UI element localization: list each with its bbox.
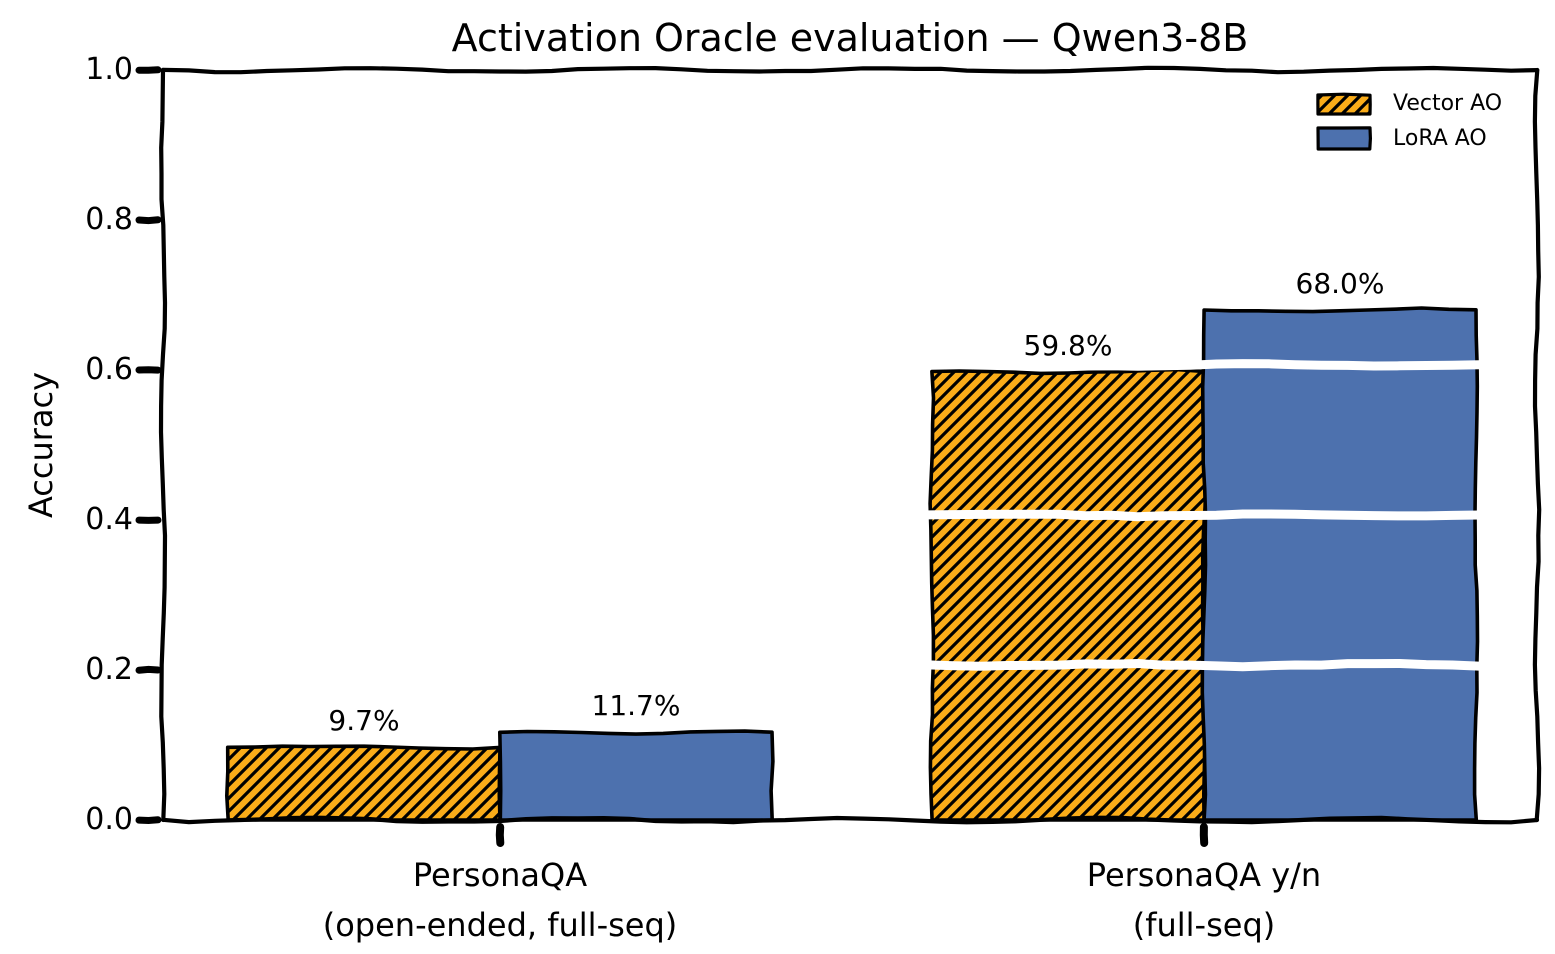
- y-tick-mark-0.8: [135, 216, 162, 225]
- y-tick-mark-0.0: [135, 816, 162, 825]
- bar-value-label: 9.7%: [328, 704, 400, 738]
- x-tick-line1: PersonaQA: [412, 856, 588, 894]
- chart-title: Activation Oracle evaluation — Qwen3-8B: [451, 16, 1249, 60]
- x-tick-label-personaqa: PersonaQA (open-ended, full-seq): [200, 850, 800, 950]
- spine-right: [1532, 67, 1542, 823]
- gridline-0.4: [167, 508, 1532, 522]
- y-axis-label: Accuracy: [22, 371, 60, 519]
- x-tick-line2: (open-ended, full-seq): [322, 906, 678, 944]
- legend-swatch-fill-1: [1318, 127, 1371, 149]
- bar-value-label: 68.0%: [1295, 267, 1385, 300]
- bar-value-label: 59.8%: [1023, 328, 1113, 362]
- gridline-0.2: [167, 658, 1532, 672]
- legend-label-lora-ao: LoRA AO: [1393, 126, 1487, 151]
- y-tick-label: 0.0: [85, 802, 133, 837]
- x-tick-line1: PersonaQA y/n: [1086, 856, 1322, 894]
- x-tick-line2: (full-seq): [1132, 906, 1276, 944]
- legend-swatch-outline-1: [1316, 126, 1372, 151]
- bar-hatch-0-1: [930, 369, 1206, 820]
- y-tick-label: 1.0: [85, 52, 133, 87]
- bar-outline-1-1: [1200, 306, 1480, 822]
- x-tick-mark-0: [495, 823, 505, 847]
- x-tick-label-personaqa-yn: PersonaQA y/n (full-seq): [904, 850, 1504, 950]
- y-tick-label: 0.6: [85, 352, 133, 387]
- bar-value-label: 11.7%: [591, 689, 681, 723]
- legend-swatch-hatch-0: [1317, 94, 1371, 114]
- spine-top: [160, 65, 1540, 75]
- gridline-0.6: [167, 358, 1532, 372]
- spine-left: [158, 67, 168, 823]
- gridline-0.8: [167, 208, 1531, 222]
- legend-label-vector-ao: Vector AO: [1393, 91, 1503, 116]
- y-tick-label: 0.2: [85, 652, 133, 687]
- y-tick-mark-0.2: [135, 665, 162, 674]
- legend-swatch-outline-0: [1316, 92, 1372, 116]
- bar-outline-1-0: [498, 729, 775, 822]
- bar-fill-1-1: [1202, 308, 1478, 820]
- bar-fill-1-0: [499, 731, 773, 820]
- y-tick-label: 0.8: [85, 202, 133, 237]
- bar-hatch-0-0: [226, 746, 501, 820]
- y-tick-label: 0.4: [85, 502, 133, 537]
- y-tick-mark-1.0: [135, 66, 162, 74]
- spine-bottom: [160, 815, 1540, 825]
